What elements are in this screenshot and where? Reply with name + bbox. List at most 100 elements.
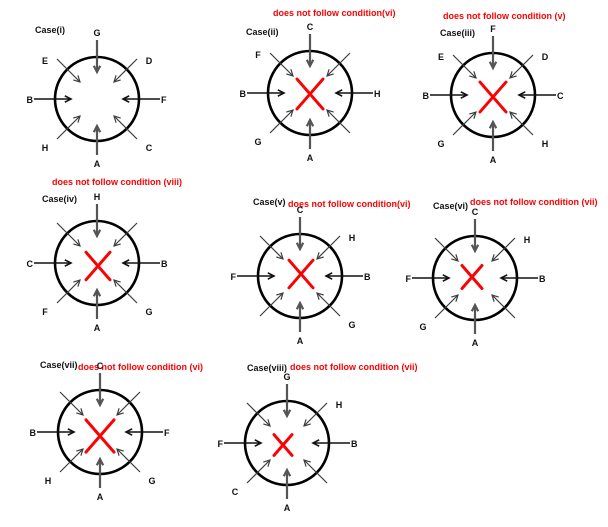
case-label: Case(iv) xyxy=(42,194,78,204)
arrow-letter-top: C xyxy=(472,207,479,217)
arrow-se xyxy=(303,459,328,484)
arrow-letter-bottom: A xyxy=(472,338,479,348)
arrow-letter-sw: H xyxy=(42,143,49,153)
arrow-se xyxy=(113,279,138,304)
arrow-ne xyxy=(509,54,534,79)
arrow-letter-ne: H xyxy=(349,233,356,243)
arrow-sw xyxy=(434,294,459,319)
arrow-ne xyxy=(303,402,328,427)
arrow-sw xyxy=(56,115,81,140)
case-diagram: C H B G A F xyxy=(231,205,372,346)
arrow-nw xyxy=(452,54,477,79)
arrow-letter-right: B xyxy=(351,439,358,449)
arrow-top xyxy=(95,373,105,408)
arrow-letter-right: H xyxy=(374,89,381,99)
red-x-mark xyxy=(272,433,294,457)
arrow-letter-sw: G xyxy=(254,137,261,147)
arrow-bottom xyxy=(92,287,102,319)
arrow-letter-ne: H xyxy=(336,400,343,410)
arrow-right xyxy=(124,428,163,436)
arrow-ne xyxy=(491,237,516,262)
arrow-letter-top: C xyxy=(97,361,104,371)
arrow-left xyxy=(412,274,451,282)
arrow-ne xyxy=(116,391,141,416)
arrow-right xyxy=(121,259,160,267)
arrow-letter-sw: F xyxy=(42,307,48,317)
arrow-bottom xyxy=(282,467,292,499)
arrow-letter-ne: D xyxy=(542,52,549,62)
case-diagram: C F G A H B xyxy=(30,361,171,502)
arrow-se xyxy=(316,292,341,317)
arrow-ne xyxy=(113,222,138,247)
arrow-letter-bottom: A xyxy=(94,159,101,169)
case-diagram: F D C H A G B E xyxy=(423,24,565,165)
arrow-letter-ne: D xyxy=(146,56,153,66)
case-label: Case(ii) xyxy=(246,27,279,37)
arrow-letter-left: F xyxy=(231,272,237,282)
arrow-bottom xyxy=(305,117,315,149)
arrow-top xyxy=(305,34,315,69)
arrow-letter-nw: F xyxy=(255,50,261,60)
arrow-letter-left: B xyxy=(423,91,430,101)
arrow-se xyxy=(326,109,351,134)
red-x-mark xyxy=(460,264,484,290)
arrow-letter-bottom: A xyxy=(284,503,291,513)
arrow-letter-bottom: A xyxy=(307,153,314,163)
arrow-letter-se: G xyxy=(348,320,355,330)
arrow-letter-top: H xyxy=(94,192,101,202)
arrow-ne xyxy=(326,52,351,77)
arrow-ne xyxy=(316,235,341,260)
arrow-bottom xyxy=(95,456,105,488)
arrow-ne xyxy=(113,58,138,83)
arrow-letter-right: F xyxy=(164,428,170,438)
arrow-left xyxy=(34,259,73,267)
case-label: Case(i) xyxy=(35,25,66,35)
arrow-right xyxy=(324,272,363,280)
arrow-letter-left: B xyxy=(240,89,247,99)
red-x-mark xyxy=(84,250,112,282)
arrow-left xyxy=(430,91,469,99)
arrow-letter-ne: H xyxy=(524,235,531,245)
condition-note: does not follow condition (vii) xyxy=(290,362,418,372)
arrow-left xyxy=(237,272,276,280)
arrow-top xyxy=(470,219,480,254)
arrow-letter-sw: H xyxy=(45,476,52,486)
arrow-right xyxy=(311,439,350,447)
arrow-bottom xyxy=(92,123,102,155)
arrow-nw xyxy=(434,237,459,262)
condition-note: does not follow condition (vii) xyxy=(470,197,598,207)
arrow-nw xyxy=(246,402,271,427)
arrow-letter-top: F xyxy=(490,24,496,34)
condition-note: does not follow condition (viii) xyxy=(52,177,182,187)
case-label: Case(vii) xyxy=(40,360,78,370)
arrow-letter-right: C xyxy=(557,91,564,101)
arrow-se xyxy=(116,448,141,473)
condition-note: does not follow condition(vi) xyxy=(288,199,411,209)
case-label: Case(v) xyxy=(253,197,286,207)
arrow-sw xyxy=(56,279,81,304)
arrow-letter-left: B xyxy=(27,95,34,105)
arrow-top xyxy=(282,384,292,419)
arrow-letter-left: B xyxy=(30,428,37,438)
arrow-sw xyxy=(246,459,271,484)
arrow-left xyxy=(247,89,286,97)
arrow-left xyxy=(37,428,76,436)
arrow-letter-sw: G xyxy=(419,322,426,332)
arrow-letter-right: B xyxy=(364,272,371,282)
red-x-mark xyxy=(287,258,315,290)
case-diagram: C H B A G F xyxy=(406,207,547,348)
arrow-right xyxy=(499,274,538,282)
arrow-letter-bottom: A xyxy=(297,336,304,346)
case-label: Case(vi) xyxy=(433,201,469,211)
case-label: Case(iii) xyxy=(440,28,476,38)
arrow-top xyxy=(92,204,102,239)
condition-note: does not follow condition (v) xyxy=(443,11,566,21)
case-diagram: H B G A F C xyxy=(27,192,169,333)
arrow-se xyxy=(113,115,138,140)
arrow-letter-right: F xyxy=(161,95,167,105)
arrow-letter-right: B xyxy=(161,259,168,269)
case-diagram: G D F C A H B E xyxy=(27,28,168,169)
red-x-mark xyxy=(295,77,325,111)
arrow-letter-top: G xyxy=(93,28,100,38)
